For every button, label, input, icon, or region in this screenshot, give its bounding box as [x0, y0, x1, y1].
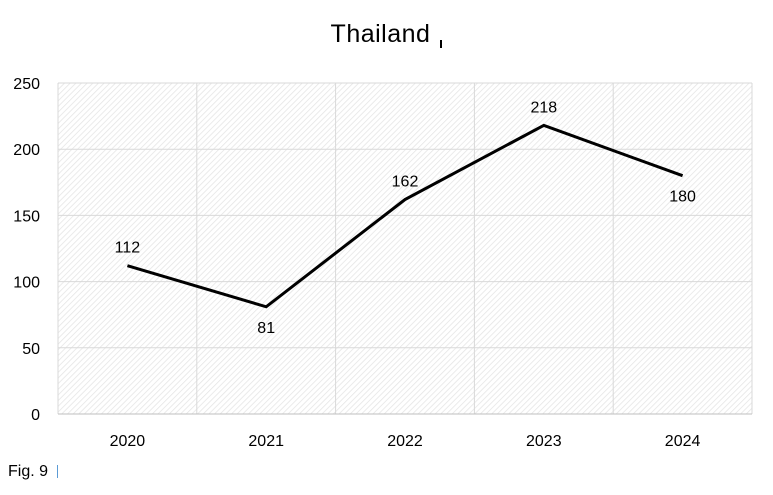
x-tick-label: 2023: [526, 433, 562, 450]
plot-area: [58, 83, 752, 414]
figure-caption-text: Fig. 9: [8, 463, 49, 480]
data-label: 218: [530, 99, 557, 116]
data-labels: 112 81 162 218 180: [115, 99, 696, 336]
chart-title: Thailand: [0, 20, 773, 49]
series: [126, 123, 684, 309]
x-tick-label: 2021: [248, 433, 284, 450]
chart-title-text: Thailand: [330, 20, 431, 48]
data-label: 112: [115, 240, 141, 257]
x-tick-label: 2020: [110, 433, 146, 450]
caption-mark: [57, 465, 59, 478]
x-tick-label: 2024: [665, 433, 701, 450]
series-line: [126, 123, 684, 309]
y-tick-label: 0: [31, 407, 40, 424]
y-tick-label: 100: [13, 275, 40, 292]
y-tick-label: 250: [13, 76, 40, 93]
y-tick-label: 50: [22, 341, 40, 358]
y-tick-label: 150: [13, 208, 40, 225]
y-tick-label: 200: [13, 142, 40, 159]
axes: 0 50 100 150 200 250 2020 2021 2022 2023 2024: [13, 76, 752, 450]
figure-caption: Fig. 9: [8, 463, 59, 481]
title-mark: [440, 40, 443, 48]
data-label: 180: [669, 189, 696, 206]
gridlines: [57, 82, 753, 415]
data-label: 81: [257, 320, 275, 337]
x-tick-label: 2022: [387, 433, 423, 450]
data-label: 162: [392, 174, 419, 191]
